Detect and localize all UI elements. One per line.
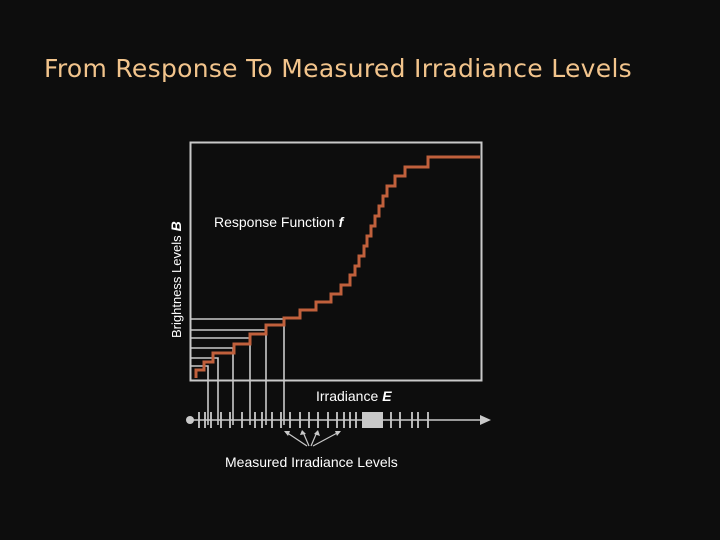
irradiance-ticks — [198, 412, 429, 428]
y-axis-label: Brightness LevelsB — [168, 221, 184, 338]
plot-frame — [189, 141, 483, 382]
guide-line-1 — [190, 365, 209, 425]
slide-title: From Response To Measured Irradiance Lev… — [44, 54, 633, 83]
irradiance-axis — [186, 415, 491, 425]
guide-line-5 — [190, 329, 267, 425]
measured-levels-label: Measured Irradiance Levels — [225, 454, 398, 470]
guide-lines — [190, 318, 285, 425]
dense-tick-cluster — [362, 412, 383, 428]
guide-line-2 — [190, 357, 219, 425]
response-curve — [194, 155, 480, 378]
x-axis-label: Irradiance E — [316, 388, 392, 404]
axis-arrow-head — [480, 415, 491, 425]
curve-label: Response Function f — [214, 214, 345, 230]
pointer-arrow-4 — [312, 431, 340, 447]
pointer-arrow-1 — [285, 431, 308, 447]
guide-line-6 — [190, 318, 285, 425]
pointer-arrows — [284, 430, 341, 447]
pointer-arrow-2 — [302, 431, 310, 447]
